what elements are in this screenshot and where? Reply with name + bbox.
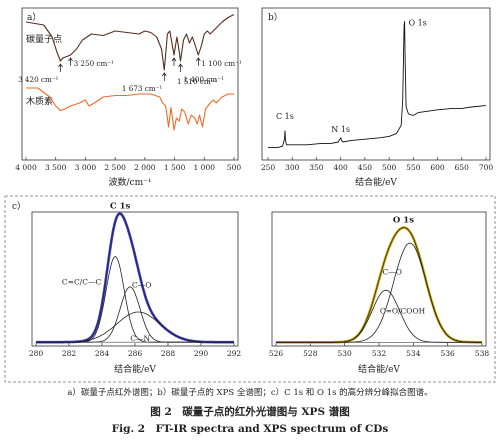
panel-c-left-title: C 1s	[110, 202, 131, 212]
panel-b-tick-label-1: 300	[285, 163, 300, 172]
panel-b: b） 250 300 350 400 450 500 550 600 650 700 C 1s N 1…	[261, 7, 494, 188]
ftir-annotation-2: 1 673 cm⁻¹	[122, 84, 162, 93]
panel-a-xlabel: 波数/cm⁻¹	[109, 176, 152, 188]
ftir-line-1	[26, 87, 234, 131]
panel-c-left-peak-label-2: C—N	[130, 334, 150, 343]
panel-c-left-tick-label-3: 286	[128, 349, 143, 358]
ftir-annotation-5: 1 100 cm⁻¹	[201, 59, 241, 68]
ftir-arrowhead-0	[58, 63, 63, 68]
panel-c-right-peak-label-1: C=O/COOH	[380, 307, 426, 316]
panel-a: a） 碳量子点 木质素 4 000 3 500 3 000 2 500 2 000 1 5…	[15, 7, 242, 188]
panel-a-tick-label-7: 500	[227, 163, 242, 172]
panel-c-right-tick-label-2: 530	[338, 349, 353, 358]
ftir-arrowhead-5	[196, 57, 201, 62]
panel-c-right-peak-label-0: C—O	[383, 268, 402, 277]
panel-a-tick-label-5: 1 500	[164, 163, 186, 172]
panel-b-tick-label-2: 350	[309, 163, 324, 172]
panel-b-tick-label-5: 500	[382, 163, 397, 172]
xps-survey-line-0	[268, 21, 487, 149]
xps-survey-annotation-1: N 1s	[331, 125, 350, 134]
legend-lignin: 木质素	[26, 95, 53, 107]
panel-a-tick-label-4: 2 000	[134, 163, 156, 172]
legend-cqd: 碳量子点	[26, 33, 62, 45]
panel-c-left: 280 282 284 286 288 290 292 C 1s C=C/C—C C—O C—N 结…	[29, 202, 242, 375]
panel-b-tick-label-8: 650	[455, 163, 470, 172]
panel-c-left-tick-label-5: 290	[194, 349, 209, 358]
panel-b-tick-label-0: 250	[261, 163, 276, 172]
ftir-arrowhead-3	[171, 57, 177, 62]
panel-c-right: 526 528 530 532 534 536 538 O 1s C—O C=O/COOH 结合能…	[269, 211, 490, 375]
panel-c-right-tick-label-3: 532	[372, 349, 387, 358]
ftir-annotation-3: 1 510 cm⁻¹	[177, 77, 217, 86]
panel-c-right-tick-label-4: 534	[406, 349, 421, 358]
panel-b-tick-label-4: 450	[358, 163, 373, 172]
panel-a-frame	[21, 7, 239, 161]
panel-b-xlabel: 结合能/eV	[355, 176, 397, 188]
panel-b-plot: 250 300 350 400 450 500 550 600 650 700 C 1s N 1s O …	[261, 19, 494, 172]
panel-b-tick-label-9: 700	[479, 163, 494, 172]
panel-c-label: c）	[12, 201, 26, 212]
panel-c-right-component-0	[276, 242, 482, 343]
panel-c-right-plot: 526 528 530 532 534 536 538 O 1s C—O C=O/COOH	[269, 216, 490, 358]
panel-c-right-tick-label-1: 528	[303, 349, 318, 358]
panel-c-right-title: O 1s	[393, 216, 414, 226]
panel-a-tick-label-3: 2 500	[104, 163, 126, 172]
panel-c-left-tick-label-6: 292	[227, 349, 242, 358]
panel-c-left-component-0	[36, 256, 234, 343]
figure-caption-en: Fig. 2 FT-IR spectra and XPS spectrum of…	[111, 423, 389, 435]
ftir-annotation-1: 3 250 cm⁻¹	[74, 59, 114, 68]
ftir-annotation-0: 3 420 cm⁻¹	[18, 75, 58, 84]
xps-survey-annotation-2: O 1s	[408, 19, 426, 28]
ftir-arrowhead-1	[68, 57, 73, 62]
panel-b-frame	[261, 7, 491, 161]
panel-c-left-peak-label-0: C=C/C—C	[62, 277, 102, 286]
ftir-arrowhead-2	[161, 72, 167, 77]
panel-c-left-plot: 280 282 284 286 288 290 292 C 1s C=C/C—C C—O C—N	[29, 202, 242, 358]
panel-c-left-tick-label-0: 280	[29, 349, 44, 358]
panel-c-right-tick-label-5: 536	[441, 349, 456, 358]
panel-c-left-xlabel: 结合能/eV	[114, 363, 156, 375]
panel-c-left-peak-label-1: C—O	[132, 281, 151, 290]
panel-c-right-component-1	[276, 289, 482, 343]
subcaption: a）碳量子点红外谱图；b）碳量子点的 XPS 全谱图；c）C 1s 和 O 1s…	[67, 388, 433, 398]
panel-b-label: b）	[268, 12, 283, 23]
panel-c-right-tick-label-0: 526	[269, 349, 284, 358]
panel-a-tick-label-1: 3 500	[45, 163, 67, 172]
panel-c-right-tick-label-6: 538	[475, 349, 490, 358]
ftir-line-0	[25, 14, 235, 71]
panel-b-tick-label-3: 400	[334, 163, 349, 172]
ftir-arrowhead-4	[178, 63, 183, 68]
panel-a-tick-label-0: 4 000	[15, 163, 37, 172]
panel-a-label: a）	[27, 12, 41, 23]
panel-c-right-xlabel: 结合能/eV	[358, 363, 400, 375]
ftir-annotation-4: 1 400 cm⁻¹	[184, 75, 224, 84]
panel-c-left-tick-label-4: 288	[161, 349, 176, 358]
panel-b-tick-label-6: 550	[406, 163, 421, 172]
xps-survey-annotation-0: C 1s	[276, 112, 294, 121]
panel-a-tick-label-2: 3 000	[75, 163, 97, 172]
panel-b-tick-label-7: 600	[430, 163, 445, 172]
panel-a-tick-label-6: 1 000	[194, 163, 216, 172]
figure-caption-cn: 图 2 碳量子点的红外光谱图与 XPS 谱图	[150, 406, 350, 418]
panel-c-left-tick-label-2: 284	[95, 349, 110, 358]
panel-c-left-component-2	[36, 311, 234, 343]
panel-c-dashed-border	[4, 195, 496, 383]
panel-a-plot: 4 000 3 500 3 000 2 500 2 000 1 500 1 000 500 3 …	[15, 14, 242, 172]
panel-c-left-tick-label-1: 282	[62, 349, 77, 358]
